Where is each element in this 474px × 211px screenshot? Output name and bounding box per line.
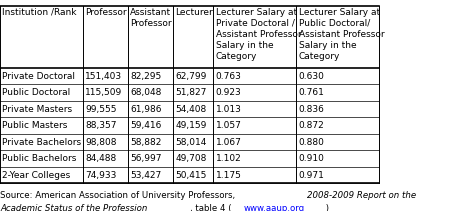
Text: 0.872: 0.872 [299,121,324,130]
Text: 62,799: 62,799 [175,72,207,81]
Text: Source: American Association of University Professors,: Source: American Association of Universi… [0,191,238,200]
Text: 0.763: 0.763 [216,72,242,81]
Text: 0.836: 0.836 [299,105,325,114]
Text: 50,415: 50,415 [175,171,207,180]
Text: 2008-2009 Report on the: 2008-2009 Report on the [307,191,416,200]
Text: 61,986: 61,986 [130,105,162,114]
Text: 98,808: 98,808 [85,138,117,147]
Text: 1.067: 1.067 [216,138,242,147]
Text: 68,048: 68,048 [130,88,162,97]
Text: 115,509: 115,509 [85,88,123,97]
Text: 54,408: 54,408 [175,105,207,114]
Text: 1.057: 1.057 [216,121,242,130]
Text: Private Masters: Private Masters [2,105,73,114]
Text: 151,403: 151,403 [85,72,122,81]
Text: 56,997: 56,997 [130,154,162,163]
Text: 74,933: 74,933 [85,171,117,180]
Text: Academic Status of the Profession: Academic Status of the Profession [0,204,147,211]
Text: Public Masters: Public Masters [2,121,68,130]
Text: 58,014: 58,014 [175,138,207,147]
Text: Lecturer Salary at
Public Doctoral/
Assistant Professor
Salary in the
Category: Lecturer Salary at Public Doctoral/ Assi… [299,8,384,61]
Text: 49,708: 49,708 [175,154,207,163]
Text: 99,555: 99,555 [85,105,117,114]
Text: Institution /Rank: Institution /Rank [2,8,77,17]
Text: 1.102: 1.102 [216,154,241,163]
Text: Lecturer: Lecturer [175,8,213,17]
Text: 0.630: 0.630 [299,72,325,81]
Text: 53,427: 53,427 [130,171,162,180]
Text: Assistant
Professor: Assistant Professor [130,8,172,28]
Text: 0.923: 0.923 [216,88,241,97]
Text: 0.971: 0.971 [299,171,325,180]
Text: 0.761: 0.761 [299,88,325,97]
Text: www.aaup.org: www.aaup.org [244,204,305,211]
Text: 82,295: 82,295 [130,72,162,81]
Text: ): ) [323,204,329,211]
Text: 1.175: 1.175 [216,171,242,180]
Text: 59,416: 59,416 [130,121,162,130]
Text: 84,488: 84,488 [85,154,117,163]
Text: Private Bachelors: Private Bachelors [2,138,82,147]
Text: 49,159: 49,159 [175,121,207,130]
Text: 0.910: 0.910 [299,154,325,163]
Text: 1.013: 1.013 [216,105,242,114]
Text: , table 4 (: , table 4 ( [190,204,232,211]
Text: Lecturer Salary at
Private Doctoral /
Assistant Professor
Salary in the
Category: Lecturer Salary at Private Doctoral / As… [216,8,301,61]
Text: Professor: Professor [85,8,127,17]
Text: Public Bachelors: Public Bachelors [2,154,77,163]
Text: 51,827: 51,827 [175,88,207,97]
Text: Public Doctoral: Public Doctoral [2,88,71,97]
Text: 0.880: 0.880 [299,138,325,147]
Text: 2-Year Colleges: 2-Year Colleges [2,171,71,180]
Text: 58,882: 58,882 [130,138,162,147]
Text: 88,357: 88,357 [85,121,117,130]
Text: Private Doctoral: Private Doctoral [2,72,75,81]
